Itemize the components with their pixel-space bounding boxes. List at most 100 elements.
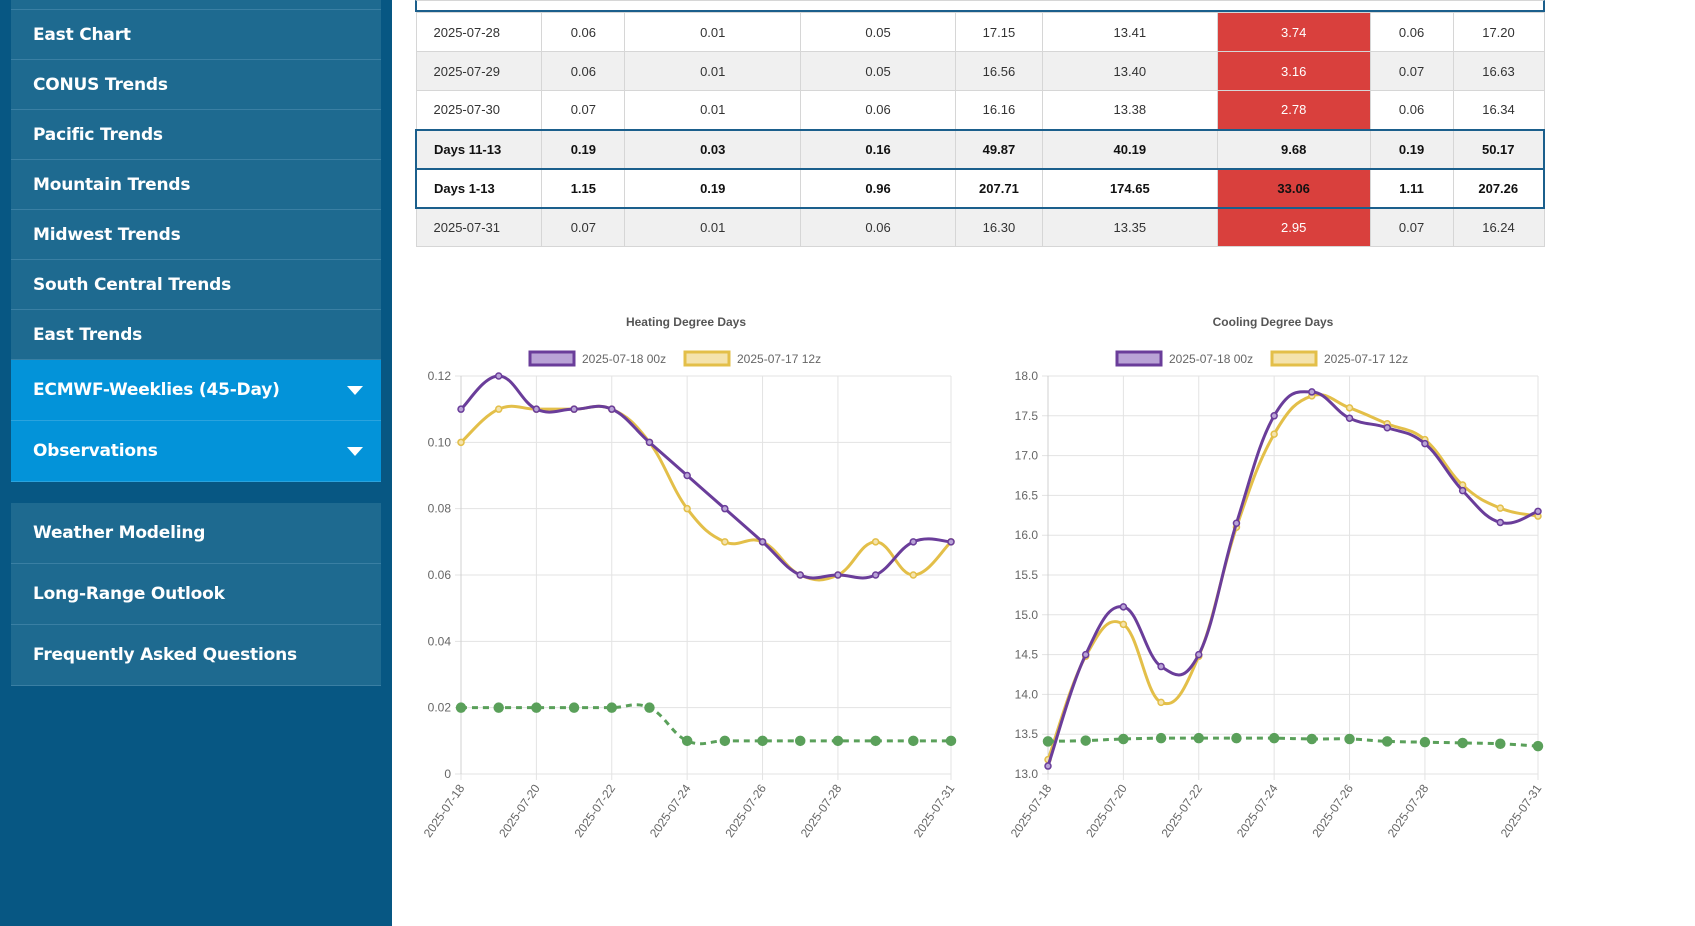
sidebar: East Chart CONUS Trends Pacific Trends M… xyxy=(0,0,392,926)
data-point xyxy=(721,538,729,546)
table-cell: 2.78 xyxy=(1216,90,1371,130)
table-cell: 3.16 xyxy=(1216,51,1371,91)
data-point xyxy=(871,538,880,546)
data-point xyxy=(606,702,618,713)
x-tick-label: 2025-07-18 xyxy=(1008,781,1055,840)
y-tick-label: 0.12 xyxy=(428,369,452,383)
series-line xyxy=(459,374,952,580)
table-cell: 1.15 xyxy=(541,167,626,209)
data-point xyxy=(494,372,503,380)
y-tick-label: 13.5 xyxy=(1015,727,1039,741)
sidebar-item-label: Mountain Trends xyxy=(33,174,191,195)
table-cell: 0.01 xyxy=(624,51,802,91)
data-point xyxy=(1231,732,1242,744)
x-tick-label: 2025-07-24 xyxy=(647,781,694,840)
legend-label: 2025-07-17 12z xyxy=(737,352,821,366)
table-cell: 40.19 xyxy=(1041,128,1218,170)
sidebar-item-midwest-trends[interactable]: Midwest Trends xyxy=(11,210,381,260)
table-cell: 0.19 xyxy=(1369,128,1454,170)
sidebar-item-label: ECMWF-Weeklies (45-Day) xyxy=(33,380,280,400)
degree-day-table: 2025-07-28 0.06 0.01 0.05 17.15 13.41 3.74 0.06… xyxy=(415,12,1545,247)
data-point xyxy=(1345,414,1354,422)
table-cell-date: 2025-07-30 xyxy=(415,90,543,130)
y-tick-label: 13.0 xyxy=(1015,767,1039,781)
main-content: 2025-07-28 0.06 0.01 0.05 17.15 13.41 3.74 0.06… xyxy=(415,0,1545,247)
data-point xyxy=(1193,732,1205,744)
data-point xyxy=(947,538,955,546)
chart-title: Heating Degree Days xyxy=(626,315,746,329)
y-tick-label: 14.0 xyxy=(1015,687,1039,701)
y-tick-label: 17.0 xyxy=(1015,449,1039,463)
table-row: 2025-07-30 0.07 0.01 0.06 16.16 13.38 2.78 0.06… xyxy=(415,90,1545,130)
sidebar-item-east-trends[interactable]: East Trends xyxy=(11,310,381,360)
data-point xyxy=(834,571,842,579)
sidebar-item-ecmwf-weeklies[interactable]: ECMWF-Weeklies (45-Day) xyxy=(11,360,381,421)
data-point xyxy=(1270,412,1278,420)
sidebar-item-label: Frequently Asked Questions xyxy=(33,645,297,665)
table-cell: 16.56 xyxy=(954,51,1043,91)
table-cell: 0.19 xyxy=(624,167,802,209)
data-point xyxy=(794,735,806,747)
sidebar-item-label: Weather Modeling xyxy=(33,523,206,543)
sidebar-item-conus-trends[interactable]: CONUS Trends xyxy=(11,60,381,110)
table-cell: 17.15 xyxy=(954,12,1043,52)
x-tick-label: 2025-07-28 xyxy=(798,781,845,840)
data-point xyxy=(1381,736,1393,747)
data-point xyxy=(796,571,804,579)
data-point xyxy=(1532,740,1544,752)
data-point xyxy=(457,405,465,413)
table-cell: 50.17 xyxy=(1452,128,1545,170)
data-point xyxy=(757,735,768,747)
y-tick-label: 15.5 xyxy=(1015,568,1039,582)
legend-label: 2025-07-18 00z xyxy=(582,352,666,366)
table-row: Days 11-13 0.19 0.03 0.16 49.87 40.19 9.68 0.19… xyxy=(415,128,1545,170)
data-point xyxy=(1081,650,1090,659)
table-cell: 1.11 xyxy=(1369,167,1454,209)
data-point xyxy=(1044,762,1052,770)
table-cell: 207.71 xyxy=(954,167,1043,209)
data-point xyxy=(908,735,919,747)
data-point xyxy=(721,504,729,513)
data-point xyxy=(1268,732,1280,744)
data-point xyxy=(1345,404,1354,412)
x-tick-label: 2025-07-20 xyxy=(1083,781,1130,840)
data-point xyxy=(832,735,844,747)
data-point xyxy=(1119,620,1128,629)
data-point xyxy=(1495,738,1506,750)
sidebar-item-pacific-trends[interactable]: Pacific Trends xyxy=(11,110,381,160)
data-point xyxy=(1157,698,1165,707)
sidebar-item-faq[interactable]: Frequently Asked Questions xyxy=(11,625,381,686)
y-tick-label: 0.02 xyxy=(428,701,452,715)
x-tick-label: 2025-07-28 xyxy=(1385,781,1432,840)
data-point xyxy=(568,702,580,713)
chart-title: Cooling Degree Days xyxy=(1213,315,1334,329)
table-cell: 16.30 xyxy=(954,207,1043,247)
x-tick-label: 2025-07-24 xyxy=(1234,781,1281,840)
data-point xyxy=(493,702,504,713)
legend-swatch xyxy=(528,350,576,367)
sidebar-item-weather-modeling[interactable]: Weather Modeling xyxy=(11,503,381,564)
sidebar-item-mountain-trends[interactable]: Mountain Trends xyxy=(11,160,381,210)
data-point xyxy=(1496,518,1505,527)
data-point xyxy=(1118,733,1129,745)
data-point xyxy=(1195,650,1203,659)
table-cell: 0.01 xyxy=(624,207,802,247)
sidebar-item-label: East Trends xyxy=(33,324,143,345)
cdd-chart: Cooling Degree Days 2025-07-18 00z 2025-07… xyxy=(995,300,1555,865)
table-cell-date: 2025-07-28 xyxy=(415,12,543,52)
sidebar-item-east-chart[interactable]: East Chart xyxy=(11,10,381,60)
sidebar-item-south-central-trends[interactable]: South Central Trends xyxy=(11,260,381,310)
table-cell: 13.41 xyxy=(1041,12,1218,52)
x-tick-label: 2025-07-18 xyxy=(421,781,468,840)
sidebar-item-observations[interactable]: Observations xyxy=(11,421,381,482)
x-tick-label: 2025-07-26 xyxy=(722,781,769,840)
sidebar-item-long-range-outlook[interactable]: Long-Range Outlook xyxy=(11,564,381,625)
data-point xyxy=(494,405,503,413)
cdd-chart-svg: Cooling Degree Days 2025-07-18 00z 2025-07… xyxy=(1008,315,1545,840)
data-point xyxy=(719,735,731,747)
sidebar-item-previous[interactable] xyxy=(11,0,381,10)
table-cell: 207.26 xyxy=(1452,167,1545,209)
data-point xyxy=(1308,388,1316,396)
nav-list: East Chart CONUS Trends Pacific Trends M… xyxy=(11,0,381,482)
data-point xyxy=(870,735,881,747)
